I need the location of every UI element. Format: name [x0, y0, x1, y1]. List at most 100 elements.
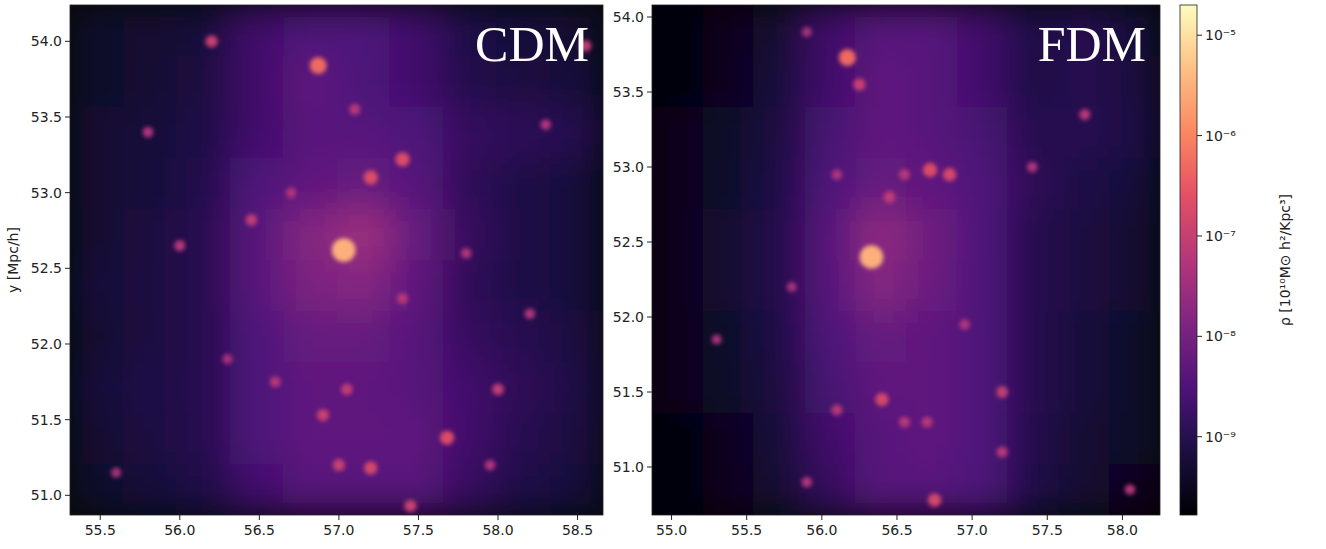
halo [860, 245, 884, 269]
density-cell [652, 362, 703, 414]
y-tick [65, 343, 70, 344]
density-cell [703, 107, 754, 159]
density-cell [70, 56, 124, 108]
density-cell [906, 5, 957, 57]
halo [1125, 484, 1136, 495]
x-tick [338, 515, 339, 520]
density-cell [550, 107, 603, 159]
density-cell [550, 209, 603, 261]
density-cell [123, 362, 177, 414]
halo [395, 152, 409, 166]
density-cell [906, 158, 957, 210]
density-cell [1109, 158, 1160, 210]
density-cell [123, 5, 177, 57]
density-cell [443, 158, 497, 210]
density-cell [652, 158, 703, 210]
colorbar-tick-label: 10⁻⁶ [1205, 128, 1236, 144]
density-cell [177, 209, 231, 261]
density-cell [337, 311, 391, 363]
y-tick-label: 54.0 [613, 9, 644, 25]
density-cell [177, 56, 231, 108]
density-cell [754, 311, 805, 363]
x-tick-label: 56.0 [164, 522, 195, 538]
density-cell [1058, 107, 1109, 159]
density-cell [1008, 311, 1059, 363]
density-cell [123, 56, 177, 108]
density-cell [652, 413, 703, 465]
density-cell [70, 311, 124, 363]
y-tick [65, 495, 70, 496]
halo [832, 169, 843, 180]
density-cell [230, 5, 284, 57]
density-cell [1008, 260, 1059, 312]
density-cell [496, 311, 550, 363]
density-cell [1109, 464, 1160, 515]
density-cell [906, 413, 957, 465]
density-cell [337, 362, 391, 414]
density-cell [283, 56, 337, 108]
panel-title: FDM [1038, 16, 1146, 72]
density-cell [957, 5, 1008, 57]
x-tick-label: 56.0 [806, 522, 837, 538]
density-cell [703, 5, 754, 57]
x-tick-label: 58.0 [1107, 522, 1138, 538]
x-tick-label: 55.5 [85, 522, 116, 538]
density-cell [230, 413, 284, 465]
density-cell [1109, 362, 1160, 414]
density-cell [550, 413, 603, 465]
density-cell [550, 311, 603, 363]
density-cell [754, 362, 805, 414]
density-cell [1109, 209, 1160, 261]
density-cell [177, 5, 231, 57]
halo [111, 468, 121, 478]
x-tick [418, 515, 419, 520]
y-tick [65, 116, 70, 117]
y-tick-label: 51.5 [31, 412, 62, 428]
y-tick-label: 54.0 [31, 33, 62, 49]
density-cell [1109, 107, 1160, 159]
y-tick [647, 167, 652, 168]
density-cell [70, 158, 124, 210]
halo [1079, 109, 1090, 120]
density-cell [754, 5, 805, 57]
figure: CDM55.556.056.557.057.558.058.551.051.55… [0, 0, 1326, 549]
density-cell [703, 413, 754, 465]
y-tick [65, 268, 70, 269]
density-cell [652, 209, 703, 261]
density-cell [123, 209, 177, 261]
y-tick [65, 419, 70, 420]
density-cell [123, 311, 177, 363]
halo [440, 431, 454, 445]
colorbar-tick-label: 10⁻⁷ [1205, 228, 1236, 244]
plot-frame [652, 5, 1160, 515]
density-cell [703, 56, 754, 108]
x-tick-label: 57.0 [957, 522, 988, 538]
density-cell [855, 362, 906, 414]
density-cell [496, 107, 550, 159]
density-cell [443, 260, 497, 312]
density-cell [1008, 464, 1059, 515]
x-tick [972, 515, 973, 520]
density-cell [957, 56, 1008, 108]
colorbar-tick [1197, 135, 1202, 136]
density-cell [703, 158, 754, 210]
y-tick-label: 53.5 [31, 109, 62, 125]
density-cell [652, 5, 703, 57]
density-cell [855, 107, 906, 159]
density-cell [804, 158, 855, 210]
density-cell [1058, 209, 1109, 261]
density-cell [957, 209, 1008, 261]
density-cell [804, 464, 855, 515]
halo [943, 168, 956, 181]
density-cell [957, 464, 1008, 515]
x-tick-label: 57.0 [323, 522, 354, 538]
y-tick-label: 53.0 [31, 185, 62, 201]
x-tick-label: 55.0 [656, 522, 687, 538]
y-tick [647, 92, 652, 93]
density-cell [703, 311, 754, 363]
density-cell [1058, 362, 1109, 414]
halo [286, 187, 297, 198]
density-cell [337, 158, 391, 210]
density-cell [1008, 413, 1059, 465]
density-cell [957, 362, 1008, 414]
